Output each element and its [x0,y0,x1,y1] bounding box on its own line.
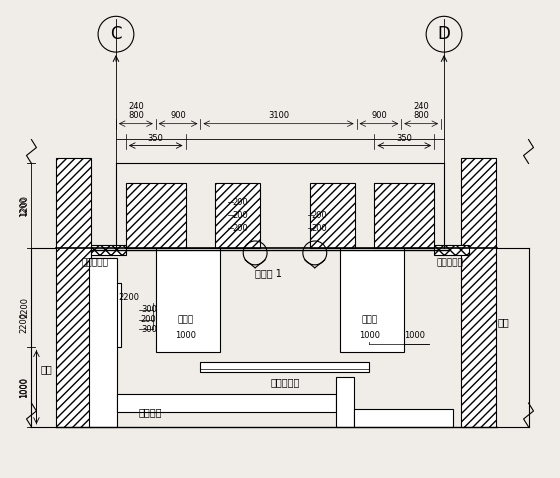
Text: 200: 200 [232,198,248,206]
Text: 低压柜: 低压柜 [361,315,377,324]
Text: 3100: 3100 [268,111,289,120]
Text: 350: 350 [396,133,412,142]
Bar [91,283,121,348]
Text: 见大样 1: 见大样 1 [255,268,282,278]
Bar [434,245,469,255]
Bar [91,245,126,255]
Bar [216,184,260,248]
Text: 1000: 1000 [404,331,424,340]
Text: 1000: 1000 [19,377,28,398]
Bar [126,184,185,248]
Text: 1000: 1000 [21,377,30,398]
Text: 200: 200 [232,211,248,219]
Text: 300: 300 [141,325,157,334]
Bar [156,248,220,352]
Text: 1000: 1000 [175,331,196,340]
Text: 密集型母线: 密集型母线 [270,377,300,387]
Text: 200: 200 [312,211,328,219]
Text: 200: 200 [312,224,328,233]
Text: 300: 300 [141,305,157,314]
Text: 240: 240 [413,102,429,111]
Bar [89,258,117,427]
Text: 900: 900 [371,111,387,120]
Bar [375,184,434,248]
Text: 200: 200 [141,315,157,324]
Bar [57,159,91,427]
Text: 1200: 1200 [21,195,30,216]
Text: 1200: 1200 [19,196,28,217]
Text: 柱子: 柱子 [498,317,510,327]
Text: 花纹钢盖板: 花纹钢盖板 [436,259,463,267]
Text: 1000: 1000 [359,331,380,340]
Bar [353,409,453,427]
Bar [117,394,335,412]
Text: 2200: 2200 [19,312,28,333]
Text: 柱子: 柱子 [40,364,52,374]
Text: 800: 800 [413,111,429,120]
Text: 花纹钢盖板: 花纹钢盖板 [81,259,108,267]
Text: 900: 900 [170,111,186,120]
Text: 200: 200 [232,224,248,233]
Text: C: C [110,25,122,43]
Bar [310,184,354,248]
Text: 350: 350 [148,133,164,142]
Bar [340,248,404,352]
Text: 低压柜: 低压柜 [178,315,194,324]
Text: 2200: 2200 [21,297,30,318]
Bar [200,362,370,372]
Text: 2200: 2200 [118,293,139,302]
Text: 240: 240 [128,102,144,111]
Text: D: D [437,25,450,43]
Text: 电缆桥架: 电缆桥架 [139,407,162,417]
Text: 800: 800 [128,111,144,120]
Bar [335,377,353,427]
Bar [461,159,496,427]
